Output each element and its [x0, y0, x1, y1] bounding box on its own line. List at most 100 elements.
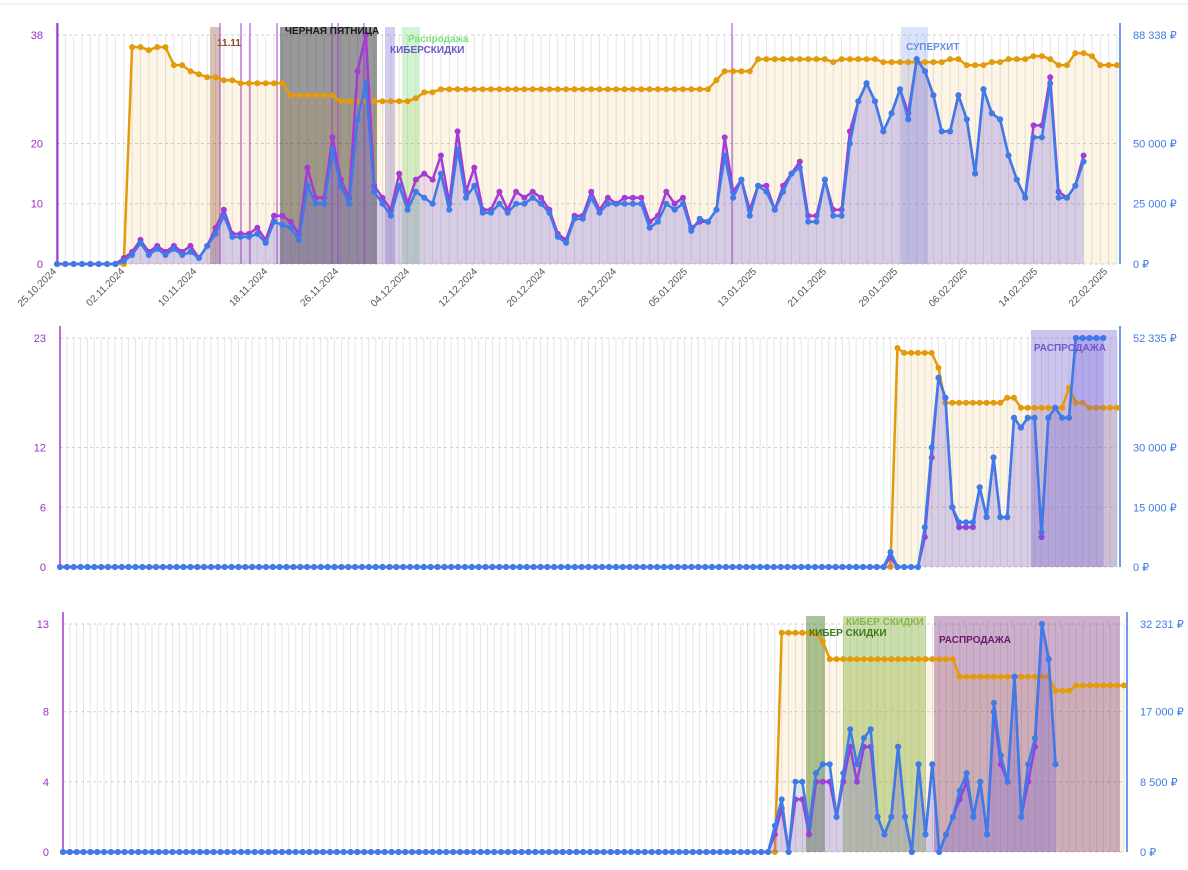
data-point: [523, 564, 530, 570]
data-point: [984, 831, 991, 838]
data-point: [129, 252, 136, 258]
data-point: [970, 673, 977, 680]
data-point: [546, 86, 553, 93]
data-point: [1045, 404, 1052, 411]
left-tick-label: 38: [31, 30, 43, 42]
data-point: [578, 564, 585, 570]
data-point: [825, 564, 832, 570]
data-point: [641, 849, 648, 855]
data-point: [633, 564, 640, 570]
data-point: [482, 564, 489, 570]
data-point: [546, 849, 552, 855]
data-point: [1004, 514, 1011, 521]
data-point: [128, 849, 135, 855]
data-point: [513, 200, 520, 207]
data-point: [709, 564, 715, 570]
data-point: [796, 164, 803, 171]
data-point: [1080, 50, 1087, 57]
data-point: [558, 564, 564, 570]
data-point: [125, 564, 132, 570]
series-line: [57, 57, 1085, 266]
data-point: [204, 242, 211, 249]
data-point: [371, 188, 378, 195]
left-tick-label: 0: [43, 847, 49, 859]
event-band: [280, 27, 377, 264]
data-point: [160, 564, 166, 570]
data-point: [57, 564, 63, 570]
data-point: [579, 86, 586, 93]
data-point: [956, 524, 963, 531]
data-point: [838, 56, 845, 63]
data-point: [246, 80, 252, 87]
data-point: [283, 564, 290, 570]
data-point: [137, 44, 144, 51]
event-label: СУПЕРХИТ: [906, 42, 959, 53]
data-point: [70, 261, 77, 267]
data-point: [1072, 182, 1079, 189]
data-point: [880, 564, 887, 570]
data-point: [513, 86, 520, 93]
data-point: [604, 86, 611, 93]
data-point: [770, 564, 777, 570]
data-point: [498, 849, 505, 855]
data-point: [821, 56, 828, 63]
data-point: [977, 778, 984, 785]
data-point: [112, 261, 119, 267]
data-point: [539, 849, 546, 855]
data-point: [819, 638, 826, 645]
data-point: [155, 849, 162, 855]
data-point: [788, 170, 795, 177]
data-point: [705, 218, 711, 225]
data-point: [963, 62, 970, 69]
data-point: [705, 86, 711, 93]
data-point: [484, 849, 491, 855]
data-point: [538, 86, 545, 93]
data-point: [73, 849, 80, 855]
data-point: [579, 215, 586, 222]
data-point: [54, 261, 60, 267]
data-point: [778, 629, 785, 636]
data-point: [311, 564, 317, 570]
data-point: [680, 86, 686, 93]
data-point: [997, 514, 1004, 521]
data-point: [544, 564, 551, 570]
data-point: [758, 849, 765, 855]
data-point: [929, 761, 936, 768]
data-point: [98, 564, 105, 570]
data-point: [220, 212, 227, 219]
data-point: [258, 849, 265, 855]
data-point: [183, 849, 190, 855]
data-point: [187, 68, 194, 75]
data-point: [915, 564, 921, 570]
data-point: [738, 176, 745, 183]
data-point: [1066, 687, 1073, 694]
data-point: [386, 564, 393, 570]
data-point: [254, 80, 261, 87]
data-point: [702, 564, 709, 570]
data-point: [963, 519, 969, 526]
data-point: [1025, 673, 1032, 680]
data-point: [1086, 335, 1093, 341]
data-point: [488, 209, 494, 216]
data-point: [84, 564, 91, 570]
data-point: [955, 92, 962, 99]
data-point: [997, 116, 1004, 123]
data-point: [888, 59, 895, 66]
data-point: [1047, 56, 1054, 63]
x-tick-label: 13.01.2025: [716, 266, 759, 309]
data-point: [901, 349, 908, 356]
data-point: [873, 564, 880, 570]
data-point: [346, 200, 353, 207]
data-point: [212, 230, 219, 237]
data-point: [997, 59, 1004, 66]
data-point: [271, 80, 277, 87]
data-point: [777, 564, 784, 570]
data-point: [304, 164, 311, 171]
data-point: [256, 564, 262, 570]
data-point: [830, 212, 837, 219]
data-point: [179, 252, 186, 258]
event-band: [385, 27, 395, 264]
data-point: [196, 849, 203, 855]
data-point: [895, 743, 902, 750]
data-point: [276, 564, 283, 570]
